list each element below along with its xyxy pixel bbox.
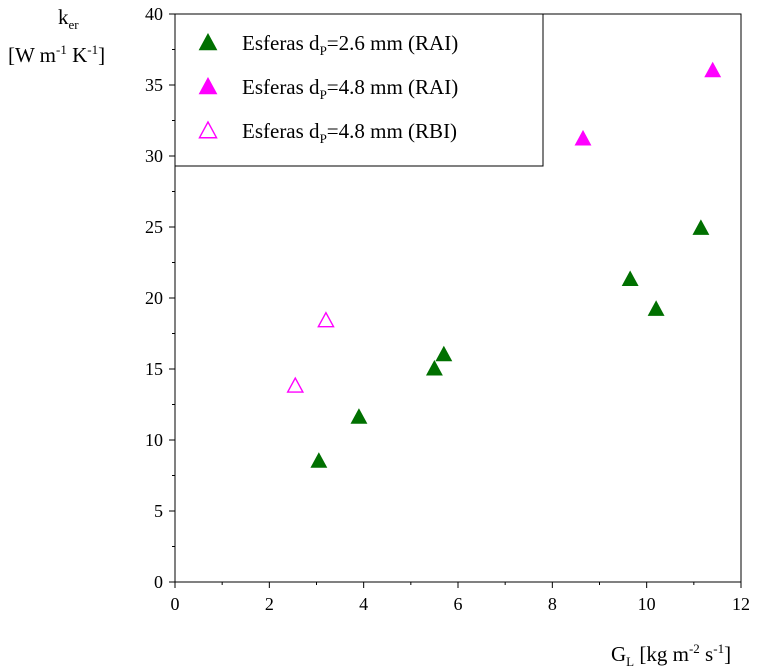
y-tick-label: 0 [154,572,163,592]
data-point [286,376,305,393]
data-points [286,61,722,468]
y-tick-label: 40 [145,4,163,24]
data-point [692,219,710,235]
y-tick-label: 5 [154,501,163,521]
data-point [317,311,335,328]
y-tick-label: 10 [145,430,163,450]
x-tick-label: 6 [454,594,463,614]
legend-label: Esferas dP=4.8 mm (RAI) [242,75,458,102]
data-point [574,129,592,146]
x-tick-label: 8 [548,594,557,614]
y-tick-label: 15 [145,359,163,379]
legend-box [174,13,544,167]
y-tick-label: 35 [145,75,163,95]
legend-marker [198,120,218,139]
y-tick-label: 20 [145,288,163,308]
legend-marker [198,32,218,51]
legend: Esferas dP=2.6 mm (RAI) Esferas dP=4.8 mm… [174,13,544,167]
data-point [621,270,639,287]
data-point [310,452,328,468]
legend-label: Esferas dP=4.8 mm (RBI) [242,119,457,146]
y-tick-label: 25 [145,217,163,237]
y-axis-title: ker [58,5,79,33]
data-point [647,300,665,316]
x-tick-label: 2 [265,594,274,614]
x-tick-label: 12 [732,594,750,614]
x-axis-title: GL [kg m-2 s-1] [611,641,732,670]
legend-marker [198,76,218,95]
y-tick-label: 30 [145,146,163,166]
axis-ticks: 0 2 4 6 8 10 12 0 5 10 15 20 25 30 35 40 [145,4,750,614]
data-point [350,408,368,424]
x-tick-label: 4 [359,594,368,614]
legend-label: Esferas dP=2.6 mm (RAI) [242,31,458,58]
x-tick-label: 10 [638,594,656,614]
x-tick-label: 0 [171,594,180,614]
data-point [435,345,453,362]
data-point [704,61,722,78]
y-axis-unit: [W m-1 K-1] [8,42,106,67]
data-point [425,359,443,376]
